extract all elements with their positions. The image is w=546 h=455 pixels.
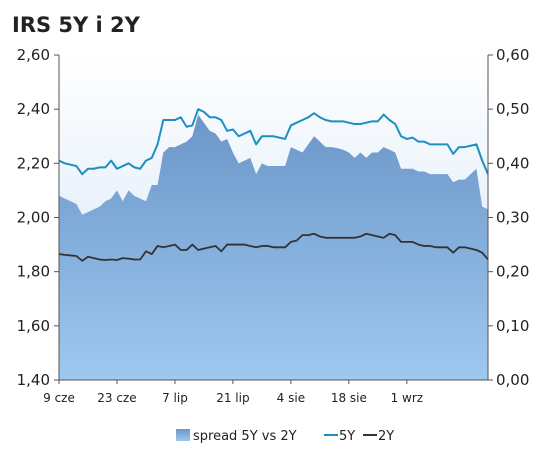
y-tick-left-label: 2,40	[17, 100, 50, 118]
line-5y	[58, 108, 489, 176]
x-tick-label: 9 cze	[43, 391, 75, 405]
legend-swatch-spread	[176, 429, 190, 441]
y-tick-left-label: 1,80	[17, 263, 50, 281]
x-tick-label: 21 lip	[216, 391, 249, 405]
legend: spread 5Y vs 2Y 5Y 2Y	[176, 429, 394, 444]
legend-label-2y: 2Y	[378, 429, 394, 444]
axes-layer: 1,40 0,00 1,60 0,10 1,80 0,20 2,00 0,30 2,20 0,40…	[17, 46, 530, 405]
series-lines-layer	[58, 108, 489, 262]
y-tick-left-label: 2,00	[17, 209, 50, 227]
x-tick-label: 18 sie	[331, 391, 367, 405]
y-tick-left-label: 1,40	[17, 371, 50, 389]
y-tick-right-label: 0,50	[496, 100, 529, 118]
y-tick-right-label: 0,40	[496, 154, 529, 172]
y-tick-right-label: 0,30	[496, 209, 529, 227]
chart-title: IRS 5Y i 2Y	[12, 13, 141, 37]
x-tick-label: 4 sie	[277, 391, 305, 405]
y-tick-left-label: 2,60	[17, 46, 50, 64]
y-tick-right-label: 0,60	[496, 46, 529, 64]
y-tick-right-label: 0,10	[496, 317, 529, 335]
legend-label-5y: 5Y	[339, 429, 355, 444]
x-tick-label: 7 lip	[162, 391, 188, 405]
y-tick-left-label: 1,60	[17, 317, 50, 335]
y-tick-left-label: 2,20	[17, 154, 50, 172]
line-2y	[58, 232, 489, 262]
y-tick-right-label: 0,00	[496, 371, 529, 389]
x-tick-label: 23 cze	[97, 391, 136, 405]
x-tick-label: 1 wrz	[391, 391, 424, 405]
y-tick-right-label: 0,20	[496, 263, 529, 281]
legend-label-spread: spread 5Y vs 2Y	[193, 429, 297, 444]
